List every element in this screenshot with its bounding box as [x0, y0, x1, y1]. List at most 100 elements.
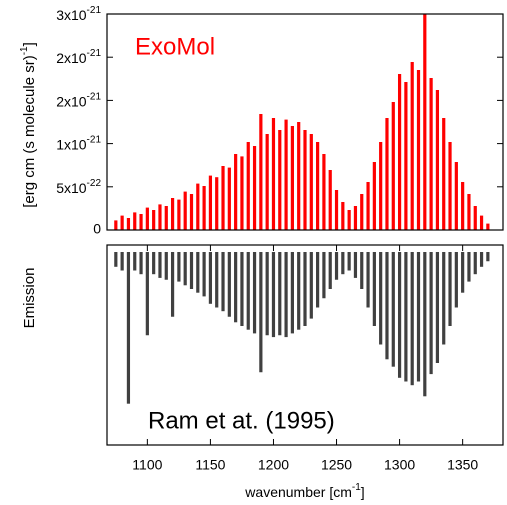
tick-exponent: -21 — [87, 5, 102, 16]
spectral-line — [379, 252, 383, 345]
spectral-line — [423, 252, 427, 397]
spectral-line — [265, 134, 269, 230]
tick-exponent: -21 — [87, 91, 102, 102]
x-tick-label: 1250 — [321, 457, 352, 473]
spectral-line — [120, 215, 124, 230]
spectral-line — [215, 252, 219, 308]
spectral-line — [486, 223, 490, 230]
spectral-line — [448, 252, 452, 326]
spectral-line — [234, 252, 238, 323]
y-axis-title: Emission — [21, 268, 38, 329]
y-tick-label: 3x10-21 — [56, 5, 101, 23]
spectral-line — [360, 194, 364, 230]
y-tick-label: 5x10-22 — [56, 177, 101, 195]
spectral-line — [271, 118, 276, 230]
spectral-line — [152, 252, 156, 275]
spectral-line — [316, 252, 320, 308]
spectral-line — [366, 252, 370, 308]
spectral-line — [334, 252, 339, 280]
spectral-line — [252, 252, 257, 334]
spectral-line — [372, 252, 376, 326]
spectral-line — [404, 252, 408, 382]
spectral-line — [183, 191, 187, 230]
spectral-line — [202, 186, 206, 230]
spectral-line — [410, 62, 414, 230]
spectral-line — [303, 130, 307, 230]
tick-exponent: -21 — [87, 48, 102, 59]
spectral-line — [227, 252, 231, 317]
spectral-line — [196, 183, 200, 230]
spectral-line — [126, 252, 131, 404]
y-axis-units: [erg cm (s molecule sr)-1] — [19, 42, 38, 208]
plot-frame — [106, 244, 504, 446]
spectral-line — [234, 154, 238, 230]
spectral-line — [259, 252, 263, 373]
units-text: [erg cm (s molecule sr) — [21, 55, 38, 208]
spectral-line — [322, 252, 326, 299]
units-exponent: -1 — [19, 46, 30, 55]
spectral-line — [170, 198, 175, 230]
spectral-line — [158, 252, 162, 278]
spectral-line — [290, 252, 294, 334]
spectral-line — [353, 252, 358, 278]
spectral-line — [208, 175, 213, 230]
tick-mantissa: 1x10 — [56, 136, 87, 152]
spectral-line — [309, 134, 313, 230]
spectral-line — [429, 78, 433, 230]
spectral-line — [158, 204, 162, 230]
spectral-line — [126, 218, 131, 230]
spectral-line — [397, 252, 402, 378]
spectral-line — [416, 252, 421, 382]
spectral-line — [297, 122, 301, 230]
spectral-line — [341, 252, 345, 275]
x-tick-label: 1150 — [195, 457, 225, 473]
spectral-line — [467, 252, 471, 282]
tick-mantissa: 3x10 — [56, 7, 87, 23]
spectral-line — [145, 252, 149, 336]
spectral-line — [265, 252, 269, 336]
x-title-end: ] — [361, 484, 365, 500]
tick-mantissa: 5x10 — [56, 180, 87, 196]
spectral-line — [202, 252, 206, 297]
spectral-line — [252, 146, 257, 230]
x-title-exponent: -1 — [352, 482, 361, 493]
y-tick-label: 1x10-21 — [56, 134, 101, 152]
spectral-line — [271, 252, 276, 338]
spectral-line — [479, 215, 484, 230]
spectral-line — [379, 142, 383, 230]
spectral-line — [423, 14, 427, 230]
spectral-line — [473, 252, 477, 275]
spectral-line — [133, 252, 137, 271]
spectral-line — [385, 252, 389, 360]
spectral-line — [297, 252, 301, 330]
x-tick-label: 1200 — [258, 457, 289, 473]
x-tick-label: 1100 — [132, 457, 162, 473]
spectral-line — [360, 252, 364, 289]
spectral-line — [385, 118, 389, 230]
spectral-line — [177, 199, 181, 230]
spectral-line — [316, 142, 320, 230]
spectral-line — [347, 210, 351, 230]
spectral-line — [215, 177, 219, 230]
annotation: Ram et at. (1995) — [148, 407, 335, 434]
spectral-line — [473, 206, 477, 230]
spectral-line — [177, 252, 181, 282]
spectral-line — [442, 118, 446, 230]
spectral-line — [303, 252, 307, 326]
spectral-line — [328, 252, 332, 289]
spectral-line — [334, 190, 339, 230]
y-tick-label: 2x10-21 — [56, 91, 101, 109]
spectral-line — [328, 170, 332, 230]
spectral-line — [240, 156, 244, 230]
spectral-line — [170, 252, 175, 317]
spectral-line — [322, 154, 326, 230]
spectral-line — [221, 252, 225, 312]
spectral-line — [442, 252, 446, 345]
spectral-line — [404, 82, 408, 230]
spectral-line — [486, 252, 490, 262]
spectral-line — [341, 202, 345, 230]
spectral-line — [391, 102, 395, 230]
spectral-line — [145, 207, 149, 230]
spectral-line — [246, 142, 250, 230]
spectral-line — [114, 252, 118, 267]
